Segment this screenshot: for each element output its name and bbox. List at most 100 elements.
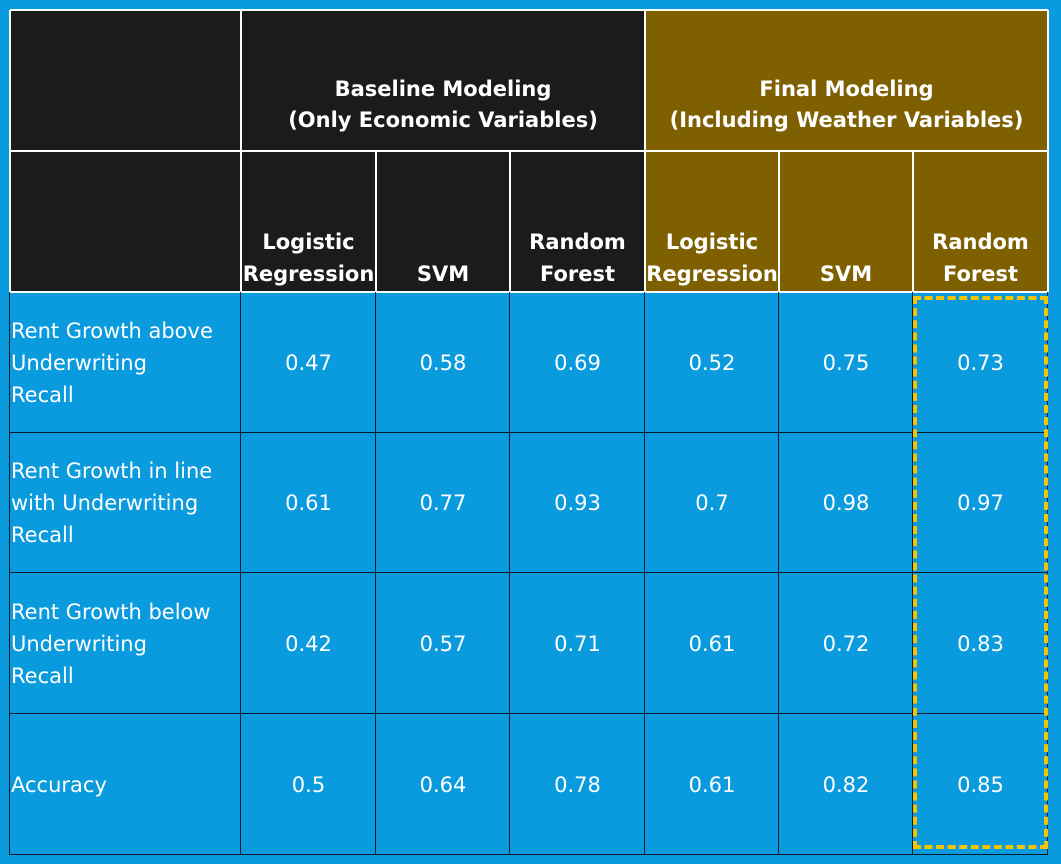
- value-text: 0.61: [285, 491, 332, 515]
- value-text: 0.72: [822, 631, 870, 656]
- body-grid-vline-5: [778, 292, 779, 855]
- header-grid-vline-2: [375, 151, 377, 292]
- value-text: 0.5: [291, 772, 326, 797]
- value-cell-r2-c2: 0.71: [510, 573, 645, 714]
- row-label-line-3: Recall: [11, 382, 74, 407]
- corner-header-bottom: [10, 151, 241, 292]
- row-label-line-1: Accuracy: [11, 772, 107, 797]
- body-grid-hline-5: [10, 713, 1048, 714]
- header-grid-vline-4: [644, 10, 646, 292]
- value-text: 0.47: [285, 350, 332, 375]
- value-text: 0.98: [822, 491, 870, 515]
- value-cell-r1-c4: 0.98: [779, 433, 913, 573]
- value-text: 0.58: [419, 350, 467, 375]
- value-cell-r3-c0: 0.5: [241, 714, 376, 855]
- row-label-text: Accuracy: [11, 769, 107, 801]
- value-text: 0.85: [957, 772, 1004, 797]
- header-grid-vline-7: [1047, 10, 1049, 292]
- header-grid-vline-0: [9, 10, 11, 292]
- value-text: 0.83: [957, 631, 1004, 656]
- value-text: 0.64: [419, 772, 467, 797]
- column-header-line-1: Logistic: [262, 230, 355, 254]
- value-text: 0.7: [695, 491, 729, 515]
- column-header-5: Random Forest: [913, 151, 1048, 292]
- row-label-line-1: Rent Growth below: [11, 599, 211, 624]
- group-subtitle: (Including Weather Variables): [669, 107, 1024, 132]
- value-text: 0.61: [688, 631, 736, 656]
- body-grid-vline-0: [9, 292, 10, 855]
- value-text: 0.73: [957, 350, 1004, 375]
- header-grid-vline-6: [912, 151, 914, 292]
- row-label-line-2: Underwriting: [11, 350, 147, 375]
- column-header-text: Logistic Regression: [243, 226, 375, 290]
- value-text: 0.97: [957, 491, 1004, 515]
- row-label-2: Rent Growth below Underwriting Recall: [10, 573, 241, 714]
- highlight-box-random-forest-final: [913, 296, 1048, 849]
- row-label-line-2: Underwriting: [11, 631, 147, 656]
- header-grid-vline-5: [778, 151, 780, 292]
- group-subtitle: (Only Economic Variables): [288, 107, 598, 132]
- value-cell-r0-c3: 0.52: [645, 292, 779, 433]
- value-text: 0.75: [822, 350, 870, 375]
- value-text: 0.57: [419, 631, 467, 656]
- corner-header-top: [10, 10, 241, 151]
- column-header-line-1: Random: [529, 230, 626, 254]
- value-cell-r2-c5: 0.83: [913, 573, 1048, 714]
- value-text: 0.42: [285, 631, 332, 656]
- body-grid-vline-6: [912, 292, 913, 855]
- header-body-separator: [10, 291, 1048, 293]
- group-header-final: Final Modeling (Including Weather Variabl…: [645, 10, 1048, 151]
- header-grid-hline-0: [10, 9, 1048, 11]
- row-label-line-2: with Underwriting: [11, 491, 199, 515]
- value-cell-r3-c1: 0.64: [376, 714, 510, 855]
- value-cell-r0-c2: 0.69: [510, 292, 645, 433]
- body-grid-hline-6: [10, 854, 1048, 855]
- column-header-line-2: SVM: [819, 262, 873, 286]
- value-cell-r0-c4: 0.75: [779, 292, 913, 433]
- column-header-text: Random Forest: [932, 226, 1029, 290]
- value-cell-r1-c3: 0.7: [645, 433, 779, 573]
- value-cell-r2-c0: 0.42: [241, 573, 376, 714]
- header-grid-vline-1: [240, 10, 242, 292]
- body-grid-vline-2: [375, 292, 376, 855]
- value-text: 0.78: [554, 772, 601, 797]
- value-text: 0.61: [688, 772, 736, 797]
- value-cell-r2-c4: 0.72: [779, 573, 913, 714]
- column-header-4: SVM: [779, 151, 913, 292]
- value-cell-r1-c5: 0.97: [913, 433, 1048, 573]
- row-label-line-3: Recall: [11, 663, 74, 688]
- row-label-text: Rent Growth below Underwriting Recall: [11, 596, 211, 692]
- group-title: Final Modeling: [759, 76, 934, 101]
- body-grid-vline-4: [644, 292, 645, 855]
- row-label-0: Rent Growth above Underwriting Recall: [10, 292, 241, 433]
- row-label-1: Rent Growth in line with Underwriting Reca…: [10, 433, 241, 573]
- column-header-2: Random Forest: [510, 151, 645, 292]
- column-header-line-1: Random: [932, 230, 1029, 254]
- column-header-1: SVM: [376, 151, 510, 292]
- column-header-text: SVM: [417, 258, 469, 290]
- value-cell-r0-c5: 0.73: [913, 292, 1048, 433]
- group-header-text: Baseline Modeling (Only Economic Variable…: [288, 74, 598, 136]
- row-label-line-1: Rent Growth in line: [11, 459, 213, 483]
- group-title: Baseline Modeling: [334, 76, 552, 101]
- value-cell-r3-c5: 0.85: [913, 714, 1048, 855]
- row-label-text: Rent Growth above Underwriting Recall: [11, 315, 213, 411]
- value-text: 0.82: [822, 772, 870, 797]
- body-grid-hline-4: [10, 572, 1048, 573]
- row-label-line-3: Recall: [11, 523, 74, 547]
- column-header-0: Logistic Regression: [241, 151, 376, 292]
- value-cell-r3-c4: 0.82: [779, 714, 913, 855]
- value-cell-r1-c1: 0.77: [376, 433, 510, 573]
- column-header-line-2: Forest: [539, 262, 616, 286]
- row-label-3: Accuracy: [10, 714, 241, 855]
- value-cell-r3-c3: 0.61: [645, 714, 779, 855]
- column-header-3: Logistic Regression: [645, 151, 779, 292]
- column-header-line-2: Forest: [942, 262, 1019, 286]
- column-header-text: Logistic Regression: [646, 226, 778, 290]
- value-cell-r0-c1: 0.58: [376, 292, 510, 433]
- header-grid-vline-3: [509, 151, 511, 292]
- value-text: 0.93: [554, 491, 601, 515]
- value-cell-r1-c0: 0.61: [241, 433, 376, 573]
- value-text: 0.77: [419, 491, 467, 515]
- group-header-baseline: Baseline Modeling (Only Economic Variable…: [241, 10, 645, 151]
